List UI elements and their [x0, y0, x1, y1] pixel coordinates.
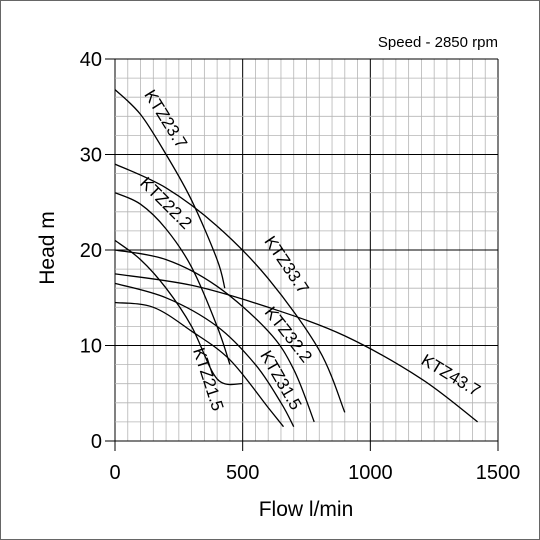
y-axis-label: Head m: [36, 211, 59, 285]
curve-label-ktz43-7: KTZ43.7: [418, 350, 484, 400]
y-tick-label: 30: [80, 145, 102, 167]
curve-ktz31-5: [114, 282, 295, 428]
x-tick-label: 500: [226, 462, 259, 484]
curve-ktz43-7: [114, 273, 478, 423]
curve-ktz23-7: [114, 89, 226, 289]
curve-ktz33-7: [114, 163, 346, 413]
x-axis-label: Flow l/min: [259, 498, 354, 521]
curve-ktz21-5: [114, 239, 243, 386]
x-tick-label: 0: [109, 462, 120, 484]
curve-ktz32-2: [114, 249, 315, 423]
x-tick-label: 1000: [348, 462, 393, 484]
curve-ktz22-2: [114, 192, 231, 365]
x-tick-label: 1500: [476, 462, 521, 484]
grid: [105, 58, 499, 451]
y-tick-label: 20: [80, 240, 102, 262]
curve-label-ktz23-7: KTZ23.7: [140, 86, 191, 151]
y-tick-label: 0: [91, 431, 102, 453]
y-tick-label: 10: [80, 336, 102, 358]
curve-unlabeled-7: [114, 301, 285, 428]
speed-note: Speed - 2850 rpm: [378, 34, 498, 51]
y-tick-label: 40: [80, 49, 102, 71]
curves: [114, 89, 478, 428]
tick-labels: 0 500 1000 1500 0 10 20 30 40: [80, 49, 521, 484]
